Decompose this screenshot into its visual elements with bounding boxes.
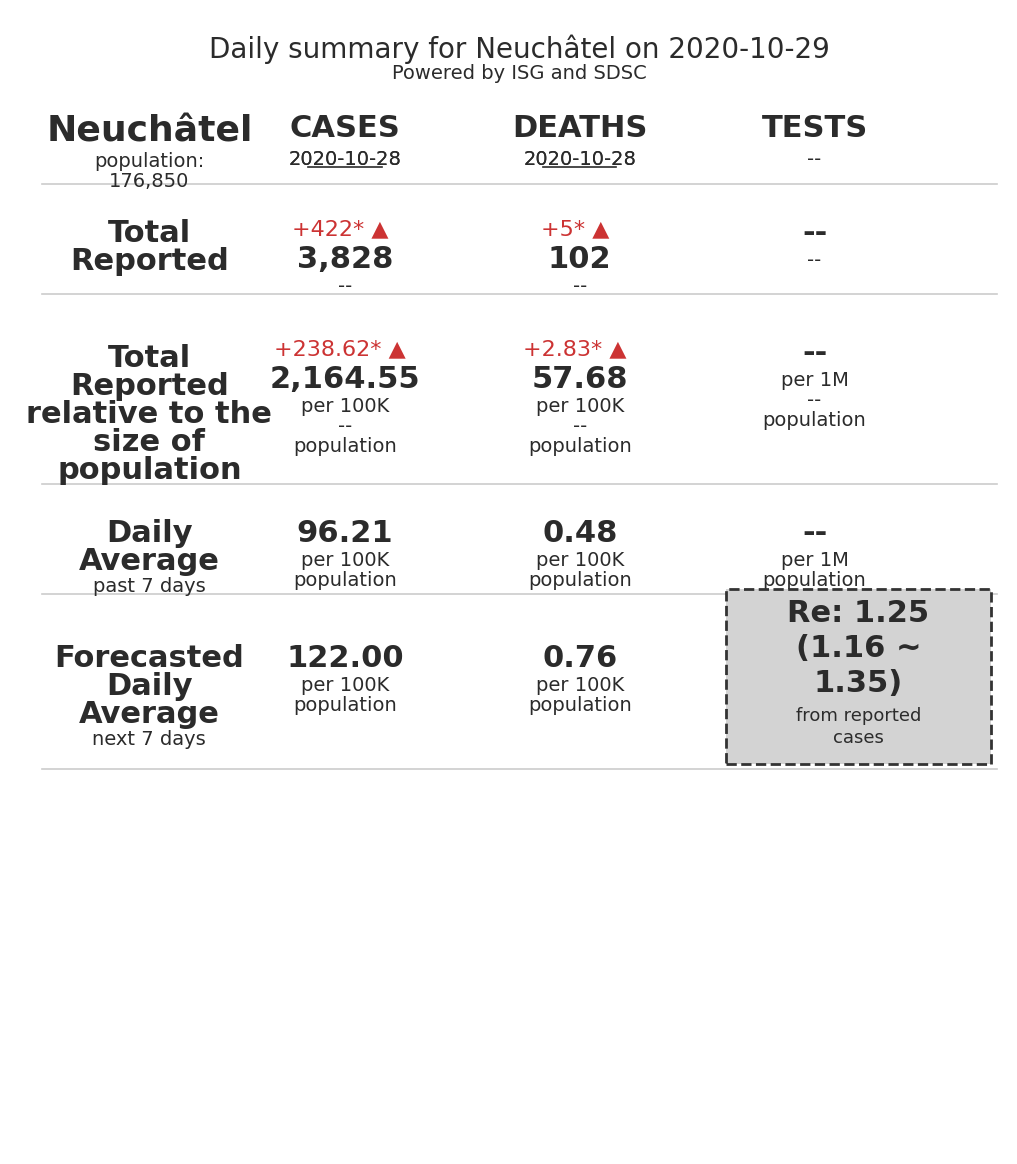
Text: Reported: Reported [70, 247, 229, 276]
Text: population:: population: [95, 152, 204, 171]
Text: per 1M: per 1M [781, 551, 848, 570]
Text: from reported: from reported [796, 707, 921, 725]
Text: population: population [293, 572, 397, 590]
Text: Forecasted: Forecasted [55, 644, 244, 673]
Text: per 100K: per 100K [301, 551, 390, 570]
Text: --: -- [807, 150, 822, 169]
Text: +2.83* ▲: +2.83* ▲ [523, 339, 626, 359]
Text: --: -- [801, 219, 827, 248]
Text: Average: Average [79, 547, 220, 576]
Text: +422* ▲: +422* ▲ [292, 219, 388, 239]
Text: 57.68: 57.68 [532, 365, 629, 393]
Text: Daily: Daily [106, 519, 192, 548]
Text: cases: cases [833, 729, 884, 747]
Text: --: -- [338, 277, 352, 296]
Text: --: -- [801, 519, 827, 548]
Text: Reported: Reported [70, 372, 229, 402]
Text: --: -- [573, 417, 587, 436]
Text: 0.76: 0.76 [542, 644, 617, 673]
Text: per 100K: per 100K [536, 676, 623, 695]
Text: --: -- [801, 339, 827, 368]
Text: Total: Total [108, 345, 191, 372]
FancyBboxPatch shape [726, 589, 991, 764]
Text: 2020-10-28: 2020-10-28 [524, 150, 637, 169]
Text: population: population [293, 436, 397, 456]
Text: Re: 1.25: Re: 1.25 [787, 599, 930, 629]
Text: population: population [528, 572, 632, 590]
Text: Total: Total [108, 219, 191, 248]
Text: CASES: CASES [290, 114, 401, 143]
Text: TESTS: TESTS [762, 114, 868, 143]
Text: population: population [57, 456, 242, 485]
Text: Average: Average [79, 700, 220, 729]
Text: 2020-10-28: 2020-10-28 [524, 150, 637, 169]
Text: 122.00: 122.00 [286, 644, 404, 673]
Text: 1.35): 1.35) [814, 669, 903, 698]
Text: past 7 days: past 7 days [93, 577, 205, 596]
Text: Powered by ISG and SDSC: Powered by ISG and SDSC [392, 64, 647, 83]
Text: --: -- [573, 277, 587, 296]
Text: per 1M: per 1M [781, 371, 848, 390]
Text: per 100K: per 100K [301, 397, 390, 416]
Text: per 100K: per 100K [536, 397, 623, 416]
Text: --: -- [338, 417, 352, 436]
Text: 102: 102 [548, 244, 611, 274]
Text: next 7 days: next 7 days [93, 730, 206, 748]
Text: per 100K: per 100K [301, 676, 390, 695]
Text: --: -- [807, 391, 822, 410]
Text: --: -- [807, 251, 822, 270]
Text: 2020-10-28: 2020-10-28 [289, 150, 402, 169]
Text: 3,828: 3,828 [297, 244, 394, 274]
Text: +5* ▲: +5* ▲ [541, 219, 609, 239]
Text: population: population [763, 411, 866, 430]
Text: Daily summary for Neuchâtel on 2020-10-29: Daily summary for Neuchâtel on 2020-10-2… [208, 34, 830, 64]
Text: 176,850: 176,850 [109, 172, 189, 191]
Text: Daily: Daily [106, 672, 192, 701]
Text: 0.48: 0.48 [542, 519, 617, 548]
Text: population: population [293, 696, 397, 715]
Text: 2,164.55: 2,164.55 [270, 365, 420, 393]
Text: population: population [528, 696, 632, 715]
Text: population: population [763, 572, 866, 590]
Text: per 100K: per 100K [536, 551, 623, 570]
Text: relative to the: relative to the [26, 400, 273, 430]
Text: population: population [528, 436, 632, 456]
Text: Neuchâtel: Neuchâtel [46, 114, 252, 148]
Text: 2020-10-28: 2020-10-28 [289, 150, 402, 169]
Text: 96.21: 96.21 [297, 519, 394, 548]
Text: DEATHS: DEATHS [513, 114, 648, 143]
Text: size of: size of [94, 428, 205, 457]
Text: +238.62* ▲: +238.62* ▲ [275, 339, 406, 359]
Text: (1.16 ~: (1.16 ~ [795, 634, 921, 663]
